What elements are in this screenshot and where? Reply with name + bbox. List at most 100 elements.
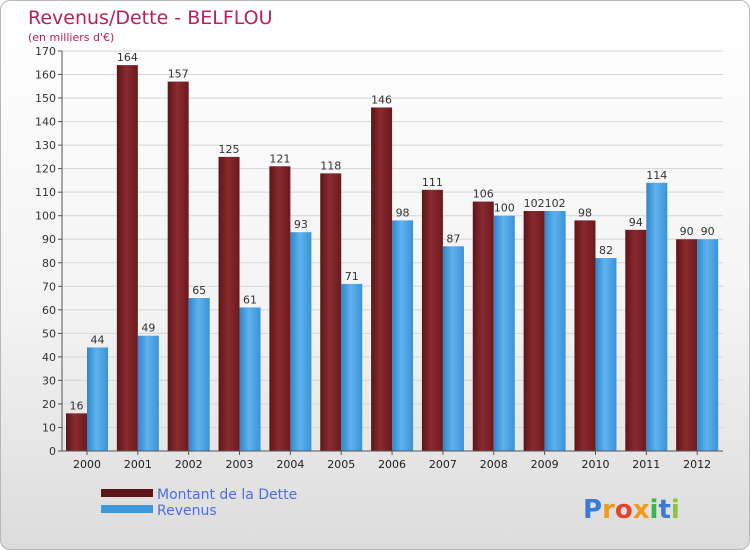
bar-revenus-2003 bbox=[239, 307, 261, 451]
label-revenus-2007: 87 bbox=[446, 232, 460, 245]
y-tick-label: 40 bbox=[42, 351, 56, 364]
y-tick-label: 110 bbox=[35, 186, 56, 199]
y-tick-label: 140 bbox=[35, 116, 56, 129]
legend-label-revenus: Revenus bbox=[157, 503, 217, 519]
legend-swatch-dette bbox=[101, 489, 153, 497]
label-dette-2007: 111 bbox=[422, 176, 443, 189]
bar-dette-2006 bbox=[371, 107, 393, 452]
legend-label-dette: Montant de la Dette bbox=[157, 487, 297, 503]
label-revenus-2010: 82 bbox=[599, 244, 613, 257]
y-tick-label: 100 bbox=[35, 210, 56, 223]
bar-revenus-2000 bbox=[87, 347, 108, 451]
label-revenus-2008: 100 bbox=[494, 202, 515, 215]
x-tick-label-2009: 2009 bbox=[531, 458, 559, 471]
x-tick-label-2002: 2002 bbox=[175, 458, 203, 471]
bar-dette-2000 bbox=[66, 413, 87, 451]
label-dette-2005: 118 bbox=[320, 159, 341, 172]
y-tick-label: 20 bbox=[42, 398, 56, 411]
y-tick-label: 70 bbox=[42, 280, 56, 293]
bar-dette-2012 bbox=[676, 239, 698, 451]
bar-revenus-2011 bbox=[646, 182, 668, 451]
label-dette-2003: 125 bbox=[219, 143, 240, 156]
bar-dette-2009 bbox=[523, 211, 545, 451]
logo-letter: t bbox=[658, 495, 670, 525]
y-tick-label: 10 bbox=[42, 421, 56, 434]
data-labels: 16 44 164 49 157 65 125 61 121 93 118 71 146 98 111 87 1… bbox=[70, 51, 715, 412]
bar-revenus-2008 bbox=[493, 215, 515, 451]
x-tick-label-2003: 2003 bbox=[226, 458, 254, 471]
label-dette-2004: 121 bbox=[269, 152, 290, 165]
x-tick-label-2007: 2007 bbox=[429, 458, 457, 471]
label-dette-2001: 164 bbox=[117, 51, 138, 64]
bar-dette-2004 bbox=[269, 166, 291, 451]
y-tick-label: 30 bbox=[42, 374, 56, 387]
label-dette-2008: 106 bbox=[473, 188, 494, 201]
x-tick-label-2004: 2004 bbox=[276, 458, 304, 471]
bar-revenus-2010 bbox=[595, 258, 617, 451]
bar-dette-2001 bbox=[116, 65, 138, 451]
bar-revenus-2005 bbox=[341, 283, 363, 451]
bar-dette-2002 bbox=[167, 81, 189, 452]
label-revenus-2009: 102 bbox=[545, 197, 566, 210]
bar-revenus-2002 bbox=[188, 298, 210, 451]
bar-dette-2008 bbox=[472, 201, 494, 451]
x-tick-label-2010: 2010 bbox=[581, 458, 609, 471]
bar-dette-2003 bbox=[218, 156, 240, 451]
y-tick-label: 50 bbox=[42, 327, 56, 340]
logo-letter: i bbox=[650, 495, 659, 525]
logo-letter: i bbox=[671, 495, 680, 525]
bar-dette-2005 bbox=[320, 173, 342, 451]
logo-letter: o bbox=[615, 495, 633, 525]
y-tick-label: 60 bbox=[42, 304, 56, 317]
y-tick-label: 120 bbox=[35, 163, 56, 176]
bar-revenus-2006 bbox=[392, 220, 414, 451]
label-revenus-2005: 71 bbox=[345, 270, 359, 283]
bar-revenus-2007 bbox=[442, 246, 464, 451]
bar-dette-2007 bbox=[421, 189, 443, 451]
x-axis: 2000 2001 2002 2003 2004 2005 2006 2007 2008 2009… bbox=[62, 450, 723, 471]
y-tick-label: 170 bbox=[35, 45, 56, 58]
bar-revenus-2001 bbox=[137, 335, 159, 451]
label-dette-2012: 90 bbox=[680, 225, 694, 238]
label-dette-2010: 98 bbox=[578, 206, 592, 219]
x-tick-label-2012: 2012 bbox=[683, 458, 711, 471]
label-revenus-2006: 98 bbox=[396, 206, 410, 219]
label-dette-2002: 157 bbox=[168, 68, 189, 81]
label-revenus-2000: 44 bbox=[91, 333, 105, 346]
bars bbox=[66, 65, 719, 452]
proxiti-logo: Proxiti bbox=[583, 495, 680, 525]
y-axis: 0 10 20 30 40 50 60 70 80 90 100 110 120 130 140 150 160… bbox=[35, 45, 63, 458]
label-revenus-2012: 90 bbox=[701, 225, 715, 238]
logo-letter: r bbox=[602, 495, 615, 525]
y-tick-label: 90 bbox=[42, 233, 56, 246]
label-dette-2011: 94 bbox=[629, 216, 643, 229]
label-revenus-2002: 65 bbox=[192, 284, 206, 297]
bar-revenus-2012 bbox=[697, 239, 719, 451]
bar-revenus-2004 bbox=[290, 232, 312, 451]
logo-letter: P bbox=[583, 495, 602, 525]
proxiti-logo-text: Proxiti bbox=[583, 495, 680, 525]
x-tick-label-2006: 2006 bbox=[378, 458, 406, 471]
bar-revenus-2009 bbox=[544, 211, 566, 451]
x-tick-label-2011: 2011 bbox=[632, 458, 660, 471]
label-dette-2006: 146 bbox=[371, 93, 392, 106]
chart-title: Revenus/Dette - BELFLOU bbox=[28, 7, 273, 29]
y-tick-label: 150 bbox=[35, 92, 56, 105]
label-revenus-2011: 114 bbox=[646, 169, 667, 182]
logo-letter: x bbox=[633, 495, 650, 525]
bar-dette-2010 bbox=[574, 220, 596, 451]
chart-subtitle: (en milliers d'€) bbox=[28, 31, 114, 44]
label-revenus-2003: 61 bbox=[243, 293, 257, 306]
label-revenus-2001: 49 bbox=[141, 322, 155, 335]
legend-swatch-revenus bbox=[101, 505, 153, 513]
x-tick-label-2000: 2000 bbox=[73, 458, 101, 471]
x-tick-label-2008: 2008 bbox=[480, 458, 508, 471]
label-revenus-2004: 93 bbox=[294, 218, 308, 231]
y-tick-label: 130 bbox=[35, 139, 56, 152]
x-tick-label-2001: 2001 bbox=[124, 458, 152, 471]
label-dette-2009: 102 bbox=[524, 197, 545, 210]
y-tick-label: 0 bbox=[49, 445, 56, 458]
